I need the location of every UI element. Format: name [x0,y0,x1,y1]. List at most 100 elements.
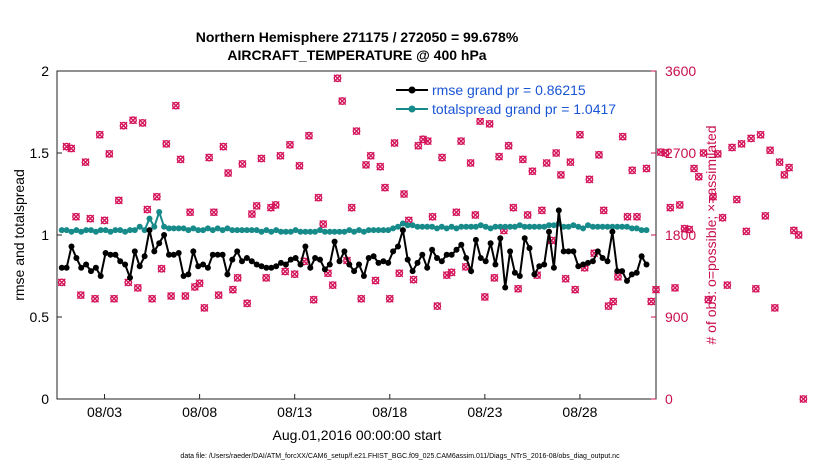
y-tick-label-right: 0 [665,391,673,407]
totalspread-point [448,223,455,230]
totalspread-point [248,227,255,234]
rmse-point [321,266,328,273]
obs-count-point [376,162,385,171]
rmse-point [302,243,309,250]
rmse-point [624,277,630,284]
rmse-point [209,251,216,258]
obs-count-point [466,159,475,168]
legend: rmse grand pr = 0.86215 totalspread gran… [392,76,652,118]
totalspread-point [273,227,280,234]
rmse-point [614,268,621,275]
obs-count-point [728,143,737,152]
y-tick-label-right: 2700 [665,145,696,161]
rmse-point [234,248,241,255]
rmse-point [580,261,587,268]
obs-count-point [632,212,641,221]
totalspread-point [161,223,168,230]
y-tick-label: 0 [41,391,49,407]
obs-count-point [400,190,409,198]
rmse-point [151,248,158,255]
totalspread-point [492,223,499,230]
obs-count-point [495,152,504,161]
rmse-point [180,273,187,279]
obs-count-point [713,149,722,158]
x-tick-label: 08/13 [277,404,312,420]
totalspread-point [438,223,445,230]
totalspread-point [68,228,75,235]
rmse-point [97,273,104,279]
totalspread-point [531,223,538,230]
obs-count-point [219,142,228,151]
chart-title: Northern Hemisphere 271175 / 272050 = 99… [196,29,519,45]
rmse-point [365,255,372,261]
obs-count-point [452,208,461,217]
rmse-point [370,253,377,260]
rmse-point [131,248,138,255]
obs-count-point [414,141,423,150]
obs-count-point [157,264,166,273]
obs-count-point [518,155,527,164]
obs-count-point [319,220,328,229]
obs-count-point [257,154,266,163]
rmse-point [356,261,362,268]
obs-count-point [138,118,147,127]
obs-count-point [366,151,375,160]
obs-count-point [571,285,580,294]
rmse-point [482,258,489,265]
totalspread-point [390,225,397,232]
rmse-point [594,248,601,255]
totalspread-point [107,228,114,235]
rmse-point [395,243,401,250]
totalspread-point [521,223,528,230]
rmse-point [472,236,479,243]
obs-count-point [747,134,756,143]
totalspread-point [453,225,460,232]
obs-count-point [628,166,637,175]
totalspread-point [419,223,426,230]
totalspread-point [409,222,416,229]
totalspread-point [624,223,630,230]
obs-count-point [328,281,337,290]
rmse-point [219,251,226,258]
rmse-point [107,251,114,258]
rmse-point [83,261,90,268]
totalspread-point [117,227,124,234]
obs-count-point [623,212,632,221]
rmse-point [166,251,172,258]
axis-ticks: 0 0.5 1 1.5 2 0 900 1800 2700 3600 08/03 08/08 08/13… [30,63,697,420]
totalspread-point [302,228,309,235]
rmse-point [268,264,275,271]
obs-count-point [409,275,418,284]
rmse-point [239,258,245,265]
rmse-point [307,264,314,271]
obs-count-point [480,292,489,301]
obs-count-point [224,169,233,178]
obs-count-point [57,278,66,287]
rmse-point [599,255,606,261]
obs-count-point [262,273,271,282]
rmse-point [643,261,650,268]
rmse-point [604,258,611,265]
totalspread-point [526,223,533,230]
rmse-point [78,264,85,271]
totalspread-point [200,227,207,234]
totalspread-point [151,223,158,230]
obs-count-point [214,291,223,300]
obs-count-point [618,132,627,141]
legend-spread-label: totalspread grand pr = 1.0417 [432,101,616,117]
rmse-point [224,271,231,278]
totalspread-point [638,227,645,234]
totalspread-point [560,223,567,230]
rmse-point [360,273,367,279]
totalspread-point [360,228,367,235]
obs-count-point [671,283,680,292]
obs-count-point [395,269,404,278]
obs-count-point [105,149,114,158]
rmse-point [175,250,182,256]
totalspread-point [502,223,509,230]
totalspread-point [443,225,450,232]
rmse-point [638,253,645,260]
rmse-point [122,261,129,268]
obs-count-point [167,292,176,301]
rmse-point [195,263,202,270]
